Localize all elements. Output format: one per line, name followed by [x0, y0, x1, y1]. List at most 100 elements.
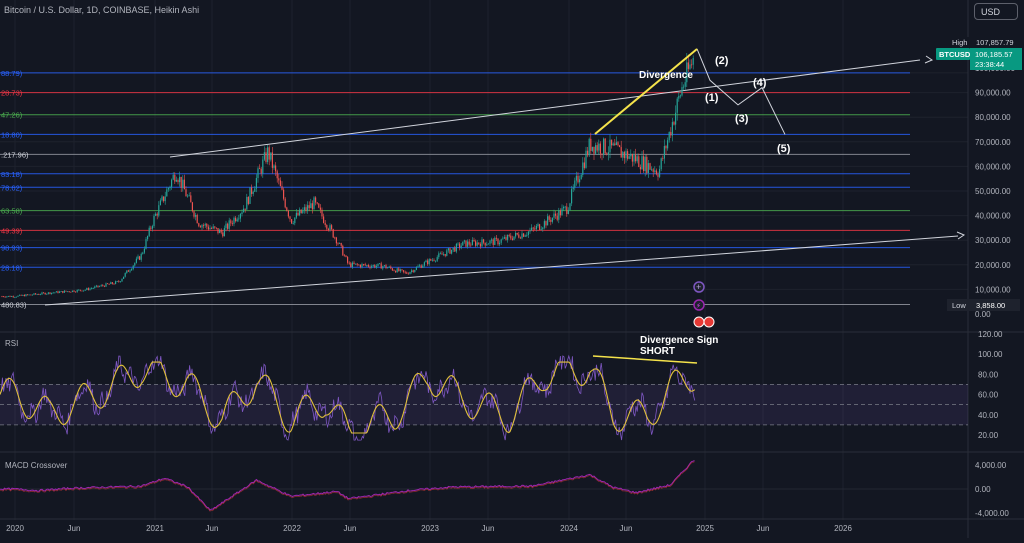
- candle-body: [131, 269, 133, 271]
- candle-body: [110, 282, 112, 285]
- candle-body: [409, 271, 411, 274]
- candle-body: [47, 292, 49, 294]
- lower-trendline: [44, 235, 959, 306]
- candle-body: [254, 188, 256, 192]
- candle-body: [103, 285, 105, 287]
- candle-body: [358, 264, 360, 266]
- candle-body: [420, 265, 422, 268]
- candle-body: [284, 198, 286, 208]
- candle-body: [691, 64, 693, 66]
- candle-body: [390, 266, 392, 269]
- candle-body: [236, 219, 238, 222]
- candle-body: [553, 213, 555, 218]
- candle-body: [135, 258, 137, 263]
- candle-body: [380, 263, 382, 269]
- candle-body: [295, 212, 297, 218]
- candle-body: [342, 245, 344, 256]
- ticker-badge: [936, 48, 970, 60]
- candle-body: [185, 189, 187, 197]
- candle-body: [604, 138, 606, 154]
- candle-body: [308, 205, 310, 209]
- candle-body: [191, 202, 193, 212]
- candle-body: [70, 291, 72, 293]
- candle-body: [671, 122, 673, 136]
- upper-trendline: [169, 59, 921, 158]
- candle-body: [289, 216, 291, 220]
- currency-selector[interactable]: USD: [974, 3, 1018, 20]
- candle-body: [36, 294, 38, 295]
- candle-body: [681, 87, 683, 96]
- rsi-tick-label: 100.00: [978, 350, 1003, 359]
- candle-body: [183, 179, 185, 190]
- candle-body: [668, 131, 670, 141]
- price-tick-label: 10,000.00: [975, 285, 1011, 294]
- candle-body: [43, 292, 45, 294]
- candle-body: [559, 210, 561, 216]
- price-tick-label: 0.00: [975, 310, 991, 319]
- candle-body: [377, 263, 379, 266]
- candle-body: [271, 152, 273, 168]
- level-label: 480.83): [1, 301, 27, 310]
- price-tick-label: 60,000.00: [975, 162, 1011, 171]
- candle-body: [180, 176, 182, 188]
- candle-body: [454, 247, 456, 252]
- candle-body: [427, 260, 429, 265]
- candle-body: [326, 225, 328, 229]
- candle-body: [481, 239, 483, 247]
- candle-body: [663, 145, 665, 159]
- candle-body: [52, 292, 54, 294]
- candle-body: [473, 239, 475, 242]
- macd-title: MACD Crossover: [5, 461, 68, 470]
- candle-body: [118, 281, 120, 282]
- x-tick-label: Jun: [620, 524, 633, 533]
- candle-body: [31, 294, 33, 296]
- candle-body: [689, 64, 691, 69]
- candle-body: [686, 62, 688, 83]
- candle-body: [294, 217, 296, 224]
- x-tick-label: Jun: [344, 524, 357, 533]
- candle-body: [318, 203, 320, 208]
- candle-body: [1, 296, 3, 298]
- macd-line: [0, 460, 695, 511]
- wave-5-label: (5): [777, 143, 791, 155]
- low-value: 3,858.00: [976, 301, 1005, 310]
- candle-body: [561, 208, 563, 216]
- candle-body: [494, 237, 496, 245]
- candle-body: [44, 292, 46, 295]
- candle-body: [500, 239, 502, 243]
- candle-body: [238, 218, 240, 220]
- candle-body: [374, 265, 376, 268]
- candle-body: [270, 152, 272, 160]
- candle-body: [551, 217, 553, 222]
- candle-body: [79, 289, 81, 291]
- candle-body: [619, 145, 621, 148]
- candle-body: [339, 242, 341, 244]
- candle-body: [239, 214, 241, 219]
- candle-body: [673, 122, 675, 125]
- candle-body: [99, 286, 101, 287]
- candle-body: [524, 235, 526, 237]
- candle-body: [262, 159, 264, 174]
- candle-body: [107, 283, 109, 285]
- candle-body: [483, 239, 485, 243]
- candle-body: [638, 156, 640, 168]
- candle-body: [375, 265, 377, 268]
- event-plus-icon: [693, 281, 705, 293]
- candle-body: [281, 186, 283, 190]
- candle-body: [190, 195, 192, 203]
- candle-body: [233, 217, 235, 224]
- candle-body: [491, 239, 493, 241]
- candle-body: [329, 225, 331, 231]
- candle-body: [593, 146, 595, 154]
- macd-pane: [0, 460, 968, 512]
- candle-body: [529, 230, 531, 232]
- candle-body: [489, 240, 491, 244]
- candle-body: [6, 296, 8, 298]
- candle-body: [100, 285, 102, 287]
- candle-body: [460, 245, 462, 248]
- candle-body: [558, 210, 560, 220]
- candle-body: [134, 262, 136, 266]
- candle-body: [39, 294, 41, 296]
- candle-body: [580, 174, 582, 180]
